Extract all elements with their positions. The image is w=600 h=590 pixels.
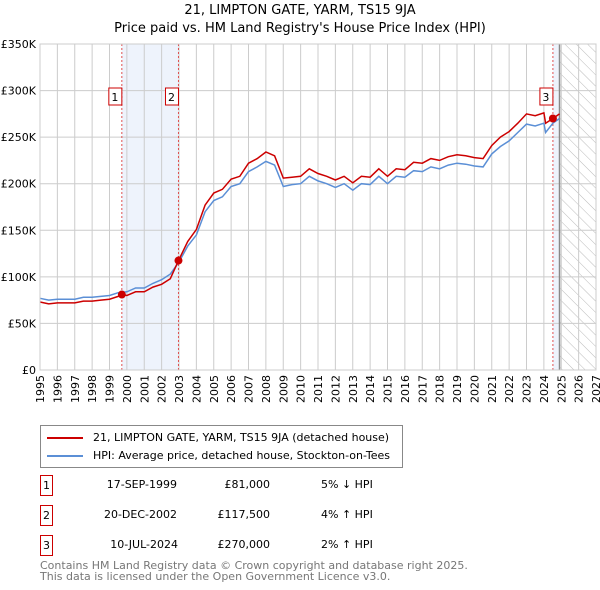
sale-price: £117,500 [217, 508, 271, 521]
sale-label-box [164, 87, 179, 106]
x-tick-label: 2014 [364, 375, 377, 403]
x-tick-label: 1998 [86, 375, 99, 403]
legend: 21, LIMPTON GATE, YARM, TS15 9JA (detach… [40, 425, 403, 468]
x-tick-label: 2017 [416, 375, 429, 403]
sale-date: 17-SEP-1999 [106, 478, 177, 491]
y-tick-label: £350K [1, 38, 37, 51]
y-tick-label: £0 [22, 364, 36, 377]
plot-border [39, 43, 597, 371]
y-tick-label: £50K [8, 317, 37, 330]
x-tick-label: 2021 [486, 375, 499, 403]
x-tick-label: 2018 [434, 375, 447, 403]
attribution-line-2: This data is licensed under the Open Gov… [40, 570, 391, 583]
x-tick-label: 2010 [295, 375, 308, 403]
chart-title: 21, LIMPTON GATE, YARM, TS15 9JA [184, 3, 416, 18]
sale-label: 1 [111, 91, 118, 104]
legend-swatch-hpi [47, 454, 83, 457]
x-tick-label: 2016 [399, 375, 412, 403]
x-tick-label: 2026 [573, 375, 586, 403]
x-tick-label: 2011 [312, 375, 325, 403]
y-tick-label: £300K [1, 85, 37, 98]
legend-label-hpi: HPI: Average price, detached house, Stoc… [93, 449, 391, 462]
x-tick-label: 1996 [51, 375, 64, 403]
legend-swatch-property [47, 436, 83, 439]
x-tick-label: 2000 [121, 375, 134, 403]
sale-date: 20-DEC-2002 [103, 508, 177, 521]
y-tick-label: £200K [1, 178, 37, 191]
x-tick-label: 2006 [225, 375, 238, 403]
sale-date: 10-JUL-2024 [110, 538, 178, 551]
shaded-period [552, 44, 560, 370]
hpi-series-line [39, 117, 560, 301]
x-tick-label: 2004 [190, 375, 203, 403]
x-tick-label: 2019 [451, 375, 464, 403]
sale-marker-badge: 3 [40, 535, 53, 556]
y-tick-label: £100K [1, 271, 37, 284]
sale-label-box [108, 87, 123, 106]
sale-price: £270,000 [217, 538, 271, 551]
x-tick-label: 2027 [590, 375, 600, 403]
x-tick-label: 1995 [34, 375, 47, 403]
y-tick-label: £250K [1, 131, 37, 144]
x-tick-label: 2023 [521, 375, 534, 403]
sale-price: £81,000 [224, 478, 271, 491]
x-tick-label: 2001 [138, 375, 151, 403]
property-series-line [39, 111, 560, 305]
chart-subtitle: Price paid vs. HM Land Registry's House … [114, 21, 486, 36]
x-tick-label: 2002 [156, 375, 169, 403]
x-tick-label: 2009 [277, 375, 290, 403]
sale-label-box [539, 87, 554, 106]
sale-hpi-diff: 5% ↓ HPI [321, 478, 373, 491]
plot-area: 1995 1996 1997 1998 1999 2000 2001 2002 2003 2004… [1, 38, 600, 403]
x-tick-label: 2005 [208, 375, 221, 403]
x-tick-label: 2003 [173, 375, 186, 403]
x-tick-label: 2012 [329, 375, 342, 403]
sale-point [117, 290, 126, 299]
legend-label-property: 21, LIMPTON GATE, YARM, TS15 9JA (detach… [93, 431, 390, 444]
forecast-hatch [559, 44, 596, 370]
x-tick-label: 1999 [104, 375, 117, 403]
sale-hpi-diff: 2% ↑ HPI [321, 538, 373, 551]
sale-label: 3 [542, 91, 549, 104]
sale-marker-badge: 2 [40, 505, 53, 526]
sale-row: 2 20-DEC-2002 £117,500 4% ↑ HPI [40, 505, 440, 526]
sale-row: 1 17-SEP-1999 £81,000 5% ↓ HPI [40, 475, 440, 496]
sale-hpi-diff: 4% ↑ HPI [321, 508, 373, 521]
attribution-line-1: Contains HM Land Registry data © Crown c… [40, 559, 468, 572]
x-tick-label: 2022 [503, 375, 516, 403]
x-tick-label: 2025 [555, 375, 568, 403]
sale-point [174, 256, 183, 265]
x-tick-label: 2008 [260, 375, 273, 403]
sale-point [548, 114, 557, 123]
x-tick-label: 2024 [538, 375, 551, 403]
sale-marker-badge: 1 [40, 475, 53, 496]
attribution: Contains HM Land Registry data © Crown c… [40, 560, 468, 582]
x-tick-label: 2020 [468, 375, 481, 403]
x-tick-label: 2015 [382, 375, 395, 403]
x-tick-label: 2007 [243, 375, 256, 403]
sale-label: 2 [168, 91, 175, 104]
x-tick-label: 2013 [347, 375, 360, 403]
y-tick-label: £150K [1, 224, 37, 237]
sale-row: 3 10-JUL-2024 £270,000 2% ↑ HPI [40, 535, 440, 556]
x-tick-label: 1997 [69, 375, 82, 403]
